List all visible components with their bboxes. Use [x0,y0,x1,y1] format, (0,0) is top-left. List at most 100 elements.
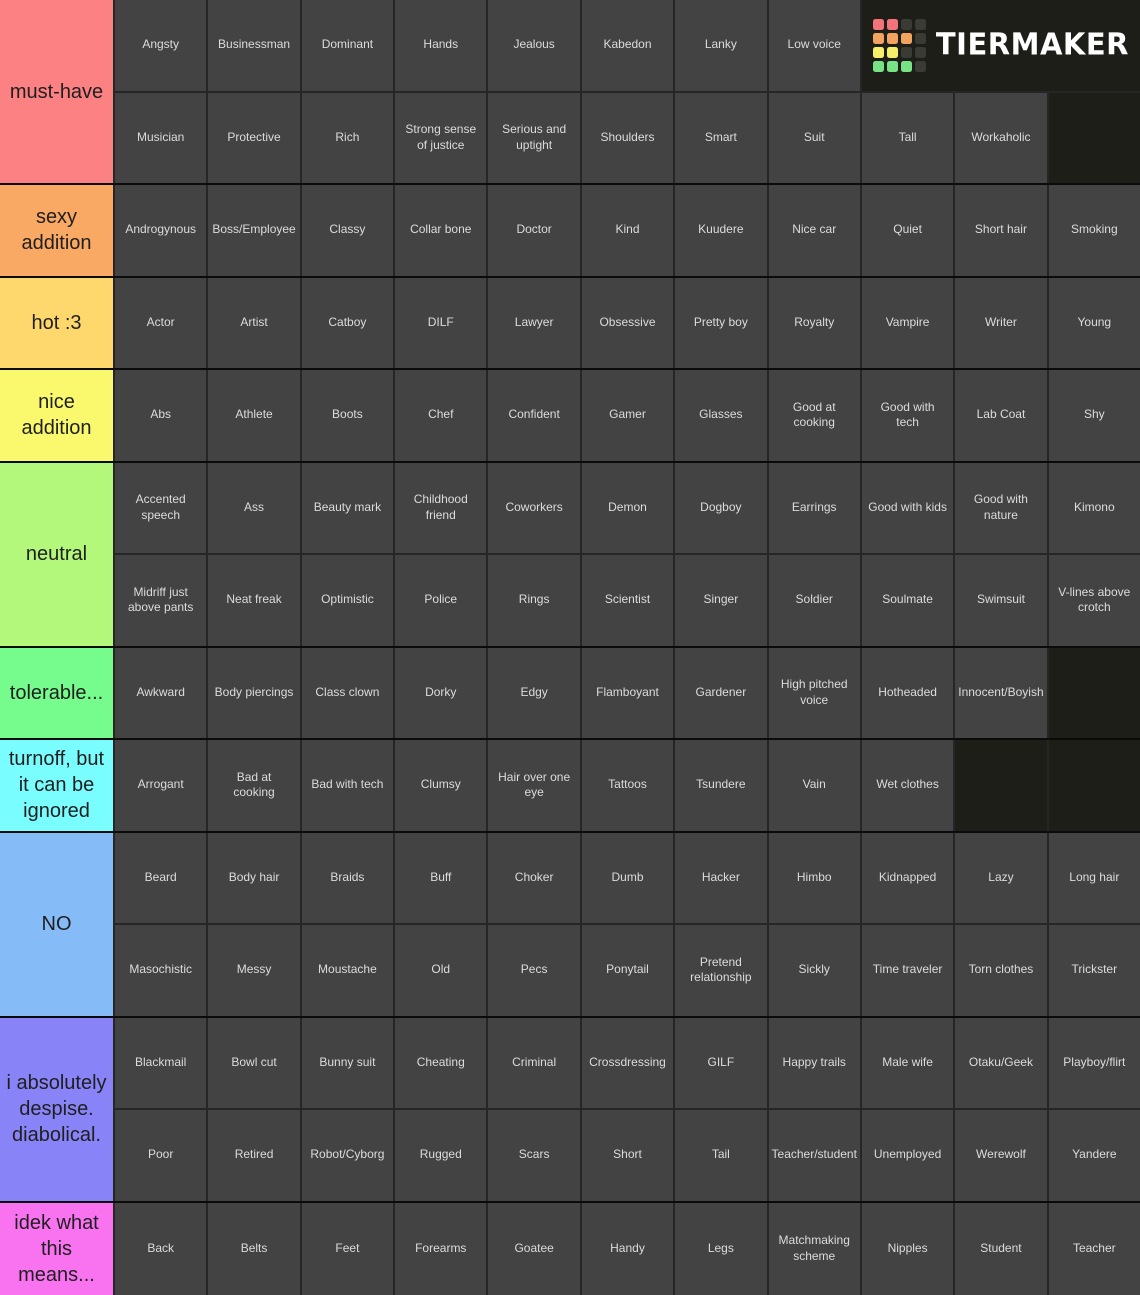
tile-choker[interactable]: Choker [488,832,580,923]
tile-boots[interactable]: Boots [301,370,394,461]
tile-wet-clothes[interactable]: Wet clothes [861,740,954,831]
tile-back[interactable]: Back [115,1202,207,1295]
tile-robot-cyborg[interactable]: Robot/Cyborg [301,1110,394,1201]
tile-doctor[interactable]: Doctor [488,185,580,276]
tile-glasses[interactable]: Glasses [675,370,767,461]
tile-rich[interactable]: Rich [301,92,394,183]
tile-tsundere[interactable]: Tsundere [675,740,767,831]
tile-pecs[interactable]: Pecs [488,925,580,1016]
tile-nice-car[interactable]: Nice car [768,185,860,276]
tier-label-must-have[interactable]: must-have [0,0,115,183]
tile-dilf[interactable]: DILF [395,277,487,368]
tile-confident[interactable]: Confident [488,370,580,461]
tile-hands[interactable]: Hands [395,0,487,91]
tile-otaku-geek[interactable]: Otaku/Geek [955,1017,1047,1108]
tile-writer[interactable]: Writer [955,277,1047,368]
tile-arrogant[interactable]: Arrogant [115,740,207,831]
tile-ass[interactable]: Ass [208,462,300,553]
tile-innocent-boyish[interactable]: Innocent/Boyish [955,647,1047,738]
tile-feet[interactable]: Feet [301,1202,394,1295]
tile-short[interactable]: Short [581,1110,674,1201]
tile-poor[interactable]: Poor [115,1110,207,1201]
tile-smart[interactable]: Smart [675,92,767,183]
tile-swimsuit[interactable]: Swimsuit [955,555,1047,646]
tile-scientist[interactable]: Scientist [581,555,674,646]
tile-time-traveler[interactable]: Time traveler [861,925,954,1016]
tile-obsessive[interactable]: Obsessive [581,277,674,368]
tile-edgy[interactable]: Edgy [488,647,580,738]
tile-long-hair[interactable]: Long hair [1048,832,1140,923]
tile-gamer[interactable]: Gamer [581,370,674,461]
tile-collar-bone[interactable]: Collar bone [395,185,487,276]
tile-quiet[interactable]: Quiet [861,185,954,276]
tile-old[interactable]: Old [395,925,487,1016]
tile-jealous[interactable]: Jealous [488,0,580,91]
tile-hacker[interactable]: Hacker [675,832,767,923]
tile-trickster[interactable]: Trickster [1048,925,1140,1016]
tile-pretend-relationship[interactable]: Pretend relationship [675,925,767,1016]
tile-pretty-boy[interactable]: Pretty boy [675,277,767,368]
tile-gilf[interactable]: GILF [675,1017,767,1108]
tile-singer[interactable]: Singer [675,555,767,646]
tile-teacher-student[interactable]: Teacher/student [768,1110,860,1201]
tile-high-pitched-voice[interactable]: High pitched voice [768,647,860,738]
tile-goatee[interactable]: Goatee [488,1202,580,1295]
tile-flamboyant[interactable]: Flamboyant [581,647,674,738]
tile-tattoos[interactable]: Tattoos [581,740,674,831]
tile-crossdressing[interactable]: Crossdressing [581,1017,674,1108]
tile-bad-with-tech[interactable]: Bad with tech [301,740,394,831]
tile-rugged[interactable]: Rugged [395,1110,487,1201]
tile-angsty[interactable]: Angsty [115,0,207,91]
tile-unemployed[interactable]: Unemployed [861,1110,954,1201]
tile-yandere[interactable]: Yandere [1048,1110,1140,1201]
tile-demon[interactable]: Demon [581,462,674,553]
tile-body-hair[interactable]: Body hair [208,832,300,923]
tile-kidnapped[interactable]: Kidnapped [861,832,954,923]
tile-earrings[interactable]: Earrings [768,462,860,553]
tile-accented-speech[interactable]: Accented speech [115,462,207,553]
tile-athlete[interactable]: Athlete [208,370,300,461]
tile-hair-over-one-eye[interactable]: Hair over one eye [488,740,580,831]
tile-actor[interactable]: Actor [115,277,207,368]
tile-belts[interactable]: Belts [208,1202,300,1295]
tile-serious-and-uptight[interactable]: Serious and uptight [488,92,580,183]
tile-himbo[interactable]: Himbo [768,832,860,923]
tile-catboy[interactable]: Catboy [301,277,394,368]
tile-dominant[interactable]: Dominant [301,0,394,91]
tile-cheating[interactable]: Cheating [395,1017,487,1108]
tile-male-wife[interactable]: Male wife [861,1017,954,1108]
tile-shy[interactable]: Shy [1048,370,1140,461]
tile-chef[interactable]: Chef [395,370,487,461]
tile-blackmail[interactable]: Blackmail [115,1017,207,1108]
tier-label-tolerable[interactable]: tolerable... [0,647,115,738]
tile-androgynous[interactable]: Androgynous [115,185,207,276]
tile-bad-at-cooking[interactable]: Bad at cooking [208,740,300,831]
tile-braids[interactable]: Braids [301,832,394,923]
tile-classy[interactable]: Classy [301,185,394,276]
tier-label-idek-what-this-means[interactable]: idek what this means... [0,1202,115,1295]
tile-young[interactable]: Young [1048,277,1140,368]
tile-coworkers[interactable]: Coworkers [488,462,580,553]
tile-forearms[interactable]: Forearms [395,1202,487,1295]
tier-label-hot-3[interactable]: hot :3 [0,277,115,368]
tile-lab-coat[interactable]: Lab Coat [955,370,1047,461]
tile-vain[interactable]: Vain [768,740,860,831]
tile-tall[interactable]: Tall [861,92,954,183]
tile-class-clown[interactable]: Class clown [301,647,394,738]
tile-suit[interactable]: Suit [768,92,860,183]
tile-strong-sense-of-justice[interactable]: Strong sense of justice [395,92,487,183]
tier-label-neutral[interactable]: neutral [0,462,115,646]
tile-boss-employee[interactable]: Boss/Employee [208,185,300,276]
tile-hotheaded[interactable]: Hotheaded [861,647,954,738]
tile-masochistic[interactable]: Masochistic [115,925,207,1016]
tile-royalty[interactable]: Royalty [768,277,860,368]
tile-artist[interactable]: Artist [208,277,300,368]
tile-handy[interactable]: Handy [581,1202,674,1295]
tile-matchmaking-scheme[interactable]: Matchmaking scheme [768,1202,860,1295]
tier-label-i-absolutely-despise-diabolical[interactable]: i absolutely despise. diabolical. [0,1017,115,1201]
tile-kabedon[interactable]: Kabedon [581,0,674,91]
tile-businessman[interactable]: Businessman [208,0,300,91]
tile-legs[interactable]: Legs [675,1202,767,1295]
tile-beard[interactable]: Beard [115,832,207,923]
tile-midriff-just-above-pants[interactable]: Midriff just above pants [115,555,207,646]
